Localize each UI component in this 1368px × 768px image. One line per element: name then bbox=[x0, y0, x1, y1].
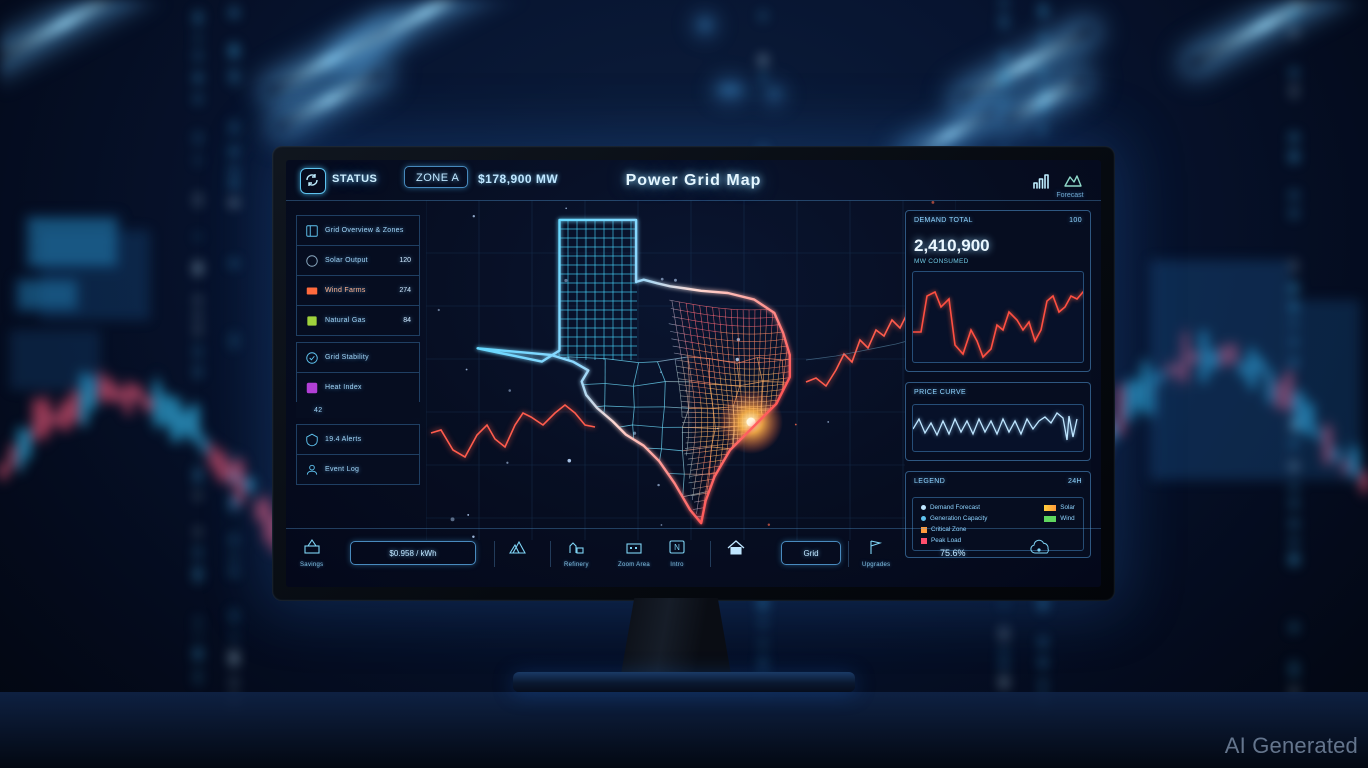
svg-text:N: N bbox=[674, 543, 680, 552]
